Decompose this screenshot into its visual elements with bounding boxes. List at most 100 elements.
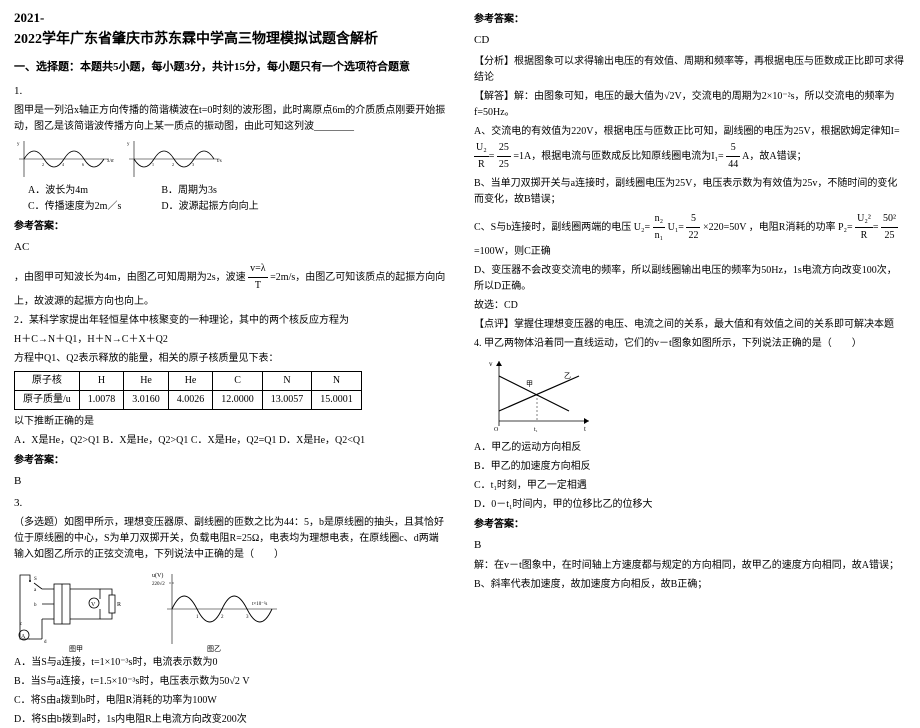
q1-figures: x/m y 246 t/s y 123 <box>14 139 446 179</box>
frac-n2-n1: n₂n₁ <box>653 211 666 244</box>
q1-ans-label: 参考答案： <box>14 219 446 235</box>
q3-A-1: A、交流电的有效值为220V，根据电压与匝数正比可知，副线圈的电压为25V，根据… <box>474 126 900 137</box>
q3-gu: 故选：CD <box>474 298 906 314</box>
q1-optA: A．波长为4m <box>28 183 121 199</box>
svg-text:R: R <box>117 602 121 608</box>
q3-A-2: =1A，根据电流与匝数成反比知原线圈电流为I₁= <box>513 150 723 161</box>
q1-expl: ，由图甲可知波长为4m，由图乙可知周期为2s，波速 v=λT =2m/s，由图乙… <box>14 261 446 310</box>
svg-text:v: v <box>489 360 493 368</box>
q1-ans: AC <box>14 239 446 257</box>
svg-text:甲: 甲 <box>526 380 533 388</box>
q2-ans-label: 参考答案： <box>14 453 446 469</box>
q4-optC: C．t₁时刻，甲乙一定相遇 <box>474 478 906 494</box>
q2-eq: H＋C→N＋Q1，H＋N→C＋X＋Q2 <box>14 332 446 348</box>
td3: 4.0026 <box>168 390 213 409</box>
q2-tbl-head: 方程中Q1、Q2表示释放的能量，相关的原子核质量见下表： <box>14 351 446 367</box>
svg-text:y: y <box>127 142 130 147</box>
q1-expl-1: ，由图甲可知波长为4m，由图乙可知周期为2s，波速 <box>14 272 246 283</box>
th2: He <box>124 371 169 390</box>
q3-D: D、变压器不会改变交流电的频率，所以副线圈输出电压的频率为50Hz，1s电流方向… <box>474 263 906 295</box>
q4-text: 4. 甲乙两物体沿着同一直线运动，它们的v－t图象如图所示，下列说法正确的是（ … <box>474 336 906 352</box>
svg-text:d: d <box>44 640 47 645</box>
svg-text:乙: 乙 <box>564 372 571 380</box>
svg-text:2: 2 <box>42 162 44 167</box>
frac-U2-R: U₂R <box>474 140 489 173</box>
svg-text:3: 3 <box>192 162 194 167</box>
q2-ans: B <box>14 473 446 491</box>
svg-text:4: 4 <box>62 162 64 167</box>
svg-text:2: 2 <box>172 162 174 167</box>
q1-text: 图甲是一列沿x轴正方向传播的简谐横波在t=0时刻的波形图，此时离原点6m的介质质… <box>14 103 446 135</box>
svg-text:6: 6 <box>82 162 84 167</box>
q1-num: 1. <box>14 83 446 101</box>
title-main: 2022学年广东省肇庆市苏东霖中学高三物理模拟试题含解析 <box>14 29 446 51</box>
svg-text:t/s: t/s <box>217 159 222 164</box>
q2-opts: A．X是He，Q2>Q1 B．X是He，Q2>Q1 C．X是He，Q2=Q1 D… <box>14 433 446 449</box>
th0: 原子核 <box>15 371 80 390</box>
frac-502-25: 50²25 <box>881 211 898 244</box>
td2: 3.0160 <box>124 390 169 409</box>
q2-text: 2．某科学家提出年轻恒星体中核聚变的一种理论，其中的两个核反应方程为 <box>14 313 446 329</box>
q2-below: 以下推断正确的是 <box>14 414 446 430</box>
q3-C: C、S与b连接时，副线圈两端的电压 U₂= n₂n₁ U₁= 522 ×220=… <box>474 211 906 260</box>
q3-optD: D．将S由b拨到a时，1s内电阻R上电流方向改变200次 <box>14 712 446 728</box>
title-year: 2021- <box>14 8 446 29</box>
td4: 12.0000 <box>213 390 263 409</box>
q4-optB: B．甲乙的加速度方向相反 <box>474 459 906 475</box>
q3-B: B、当单刀双掷开关与a连接时，副线圈电压为25V，电压表示数为有效值为25v，不… <box>474 176 906 208</box>
q1-optB: B．周期为3s <box>161 183 258 199</box>
q3-num: 3. <box>14 495 446 513</box>
svg-text:2: 2 <box>221 615 224 620</box>
circuit-figure-jia: a b S A c d V R 图甲 <box>14 569 144 649</box>
svg-text:x/m: x/m <box>107 159 114 164</box>
section-head: 一、选择题：本题共5小题，每小题3分，共计15分，每小题只有一个选项符合题意 <box>14 59 446 77</box>
svg-text:y: y <box>17 142 20 147</box>
td6: 15.0001 <box>312 390 362 409</box>
q3-optA: A．当S与a连接，t=1×10⁻³s时，电流表示数为0 <box>14 655 446 671</box>
sine-figure-yi: u(V) 220√2 1 2 3 t×10⁻²s 图乙 <box>152 569 282 649</box>
svg-text:A: A <box>21 634 26 640</box>
q3-C-3: U₁= <box>668 221 684 232</box>
q3-C-1: C、S与b连接时，副线圈两端的电压 <box>474 221 631 232</box>
q3-ans-label: 参考答案： <box>474 12 906 28</box>
frac-25-25: 2525 <box>497 140 511 173</box>
q3-jieda: 【解答】解：由图象可知，电压的最大值为√2V，交流电的周期为2×10⁻²s，所以… <box>474 89 906 121</box>
q3-ans: CD <box>474 32 906 50</box>
q4-expB: B、斜率代表加速度，故加速度方向相反，故B正确； <box>474 577 906 593</box>
th4: C <box>213 371 263 390</box>
y-axis-label: u(V) <box>152 572 163 579</box>
frac-U22-R: U₂²R <box>855 211 873 244</box>
svg-text:t₁: t₁ <box>534 427 538 433</box>
q4-expA: 解：在v－t图象中，在时间轴上方速度都与规定的方向相同，故甲乙的速度方向相同，故… <box>474 558 906 574</box>
td5: 13.0057 <box>262 390 312 409</box>
frac-lambda-T: v=λT <box>248 261 268 294</box>
q3-A: A、交流电的有效值为220V，根据电压与匝数正比可知，副线圈的电压为25V，根据… <box>474 124 906 173</box>
wave-figure-yi: t/s y 123 <box>124 139 224 179</box>
y-tick: 220√2 <box>152 581 165 587</box>
svg-text:t: t <box>584 425 586 433</box>
q3-figures: a b S A c d V R 图甲 <box>14 569 446 649</box>
q4-ans-label: 参考答案： <box>474 517 906 533</box>
q3-dianping: 【点评】掌握住理想变压器的电压、电流之间的关系，最大值和有效值之间的关系即可解决… <box>474 317 906 333</box>
q3-C-4: ×220=50V <box>703 221 746 232</box>
q3-A-3: A，故A错误； <box>742 150 806 161</box>
q4-ans: B <box>474 537 906 555</box>
q3-text: （多选题）如图甲所示，理想变压器原、副线圈的匝数之比为44：5，b是原线圈的抽头… <box>14 515 446 563</box>
q3-optB: B．当S与a连接，t=1.5×10⁻³s时，电压表示数为50√2 V <box>14 674 446 690</box>
q3-fenxi: 【分析】根据图象可以求得输出电压的有效值、周期和频率等，再根据电压与匝数成正比即… <box>474 54 906 86</box>
svg-text:O: O <box>494 427 499 433</box>
svg-text:c: c <box>20 622 23 627</box>
svg-text:b: b <box>34 603 37 608</box>
x-axis-label: t×10⁻²s <box>252 601 267 607</box>
th5: N <box>262 371 312 390</box>
q1-optD: D．波源起振方向向上 <box>161 199 258 215</box>
td0: 原子质量/u <box>15 390 80 409</box>
frac-5-44: 544 <box>726 140 740 173</box>
isotope-table: 原子核 H He He C N N 原子质量/u 1.0078 3.0160 4… <box>14 371 362 410</box>
q3-C-2: U₂= <box>634 221 650 232</box>
q1-optC: C．传播速度为2m／s <box>28 199 121 215</box>
q3-C-6: =100W，则C正确 <box>474 246 551 257</box>
th3: He <box>168 371 213 390</box>
svg-text:S: S <box>34 577 37 582</box>
cap-yi: 图乙 <box>207 645 221 653</box>
